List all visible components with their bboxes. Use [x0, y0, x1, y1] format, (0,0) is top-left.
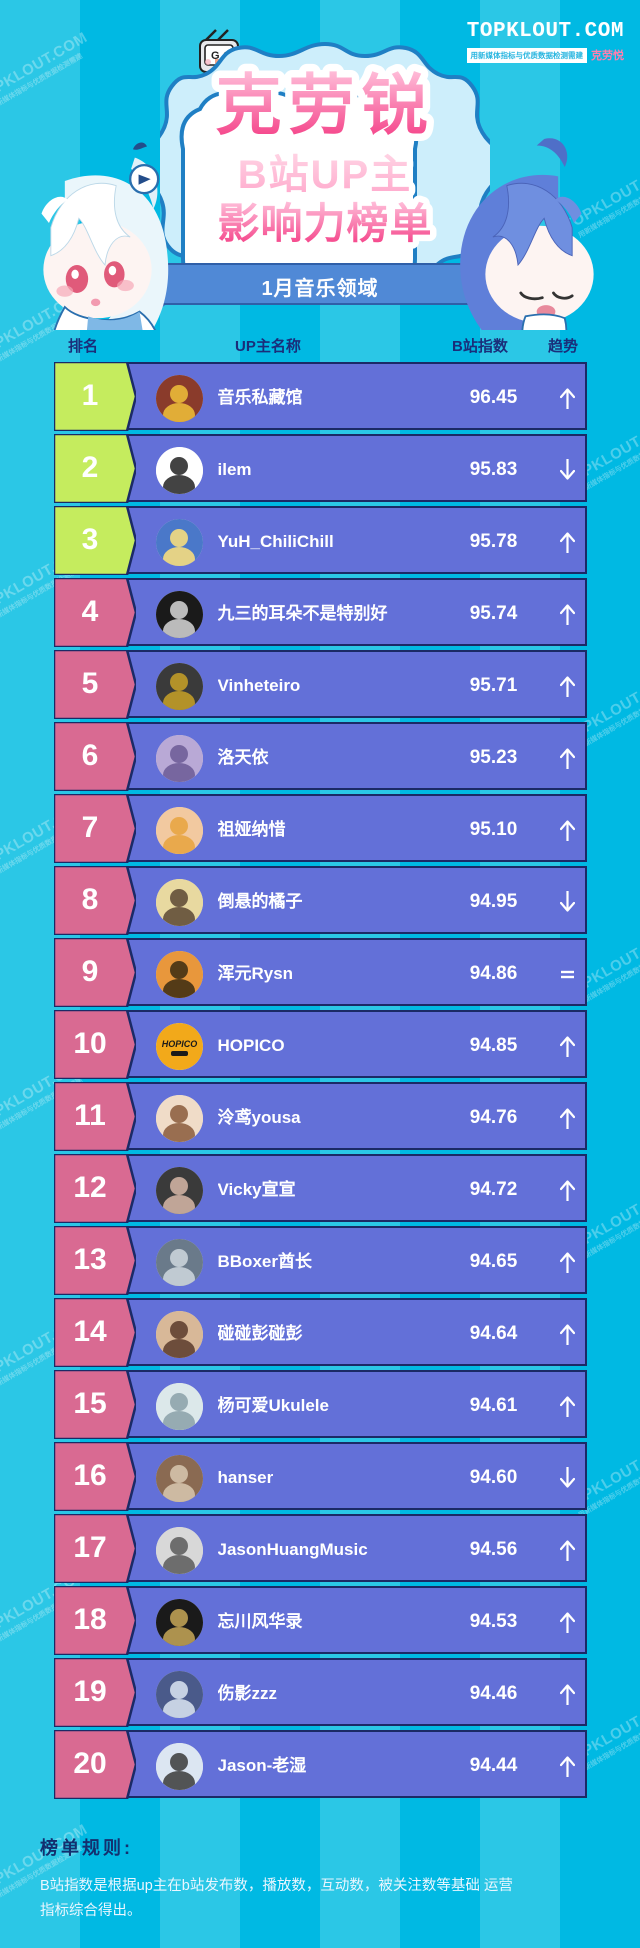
- svg-text:HOPICO: HOPICO: [161, 1039, 197, 1049]
- svg-text:B站UP主: B站UP主: [238, 153, 412, 197]
- svg-text:克劳锐: 克劳锐: [216, 68, 435, 142]
- svg-text:影响力榜单: 影响力榜单: [217, 200, 432, 247]
